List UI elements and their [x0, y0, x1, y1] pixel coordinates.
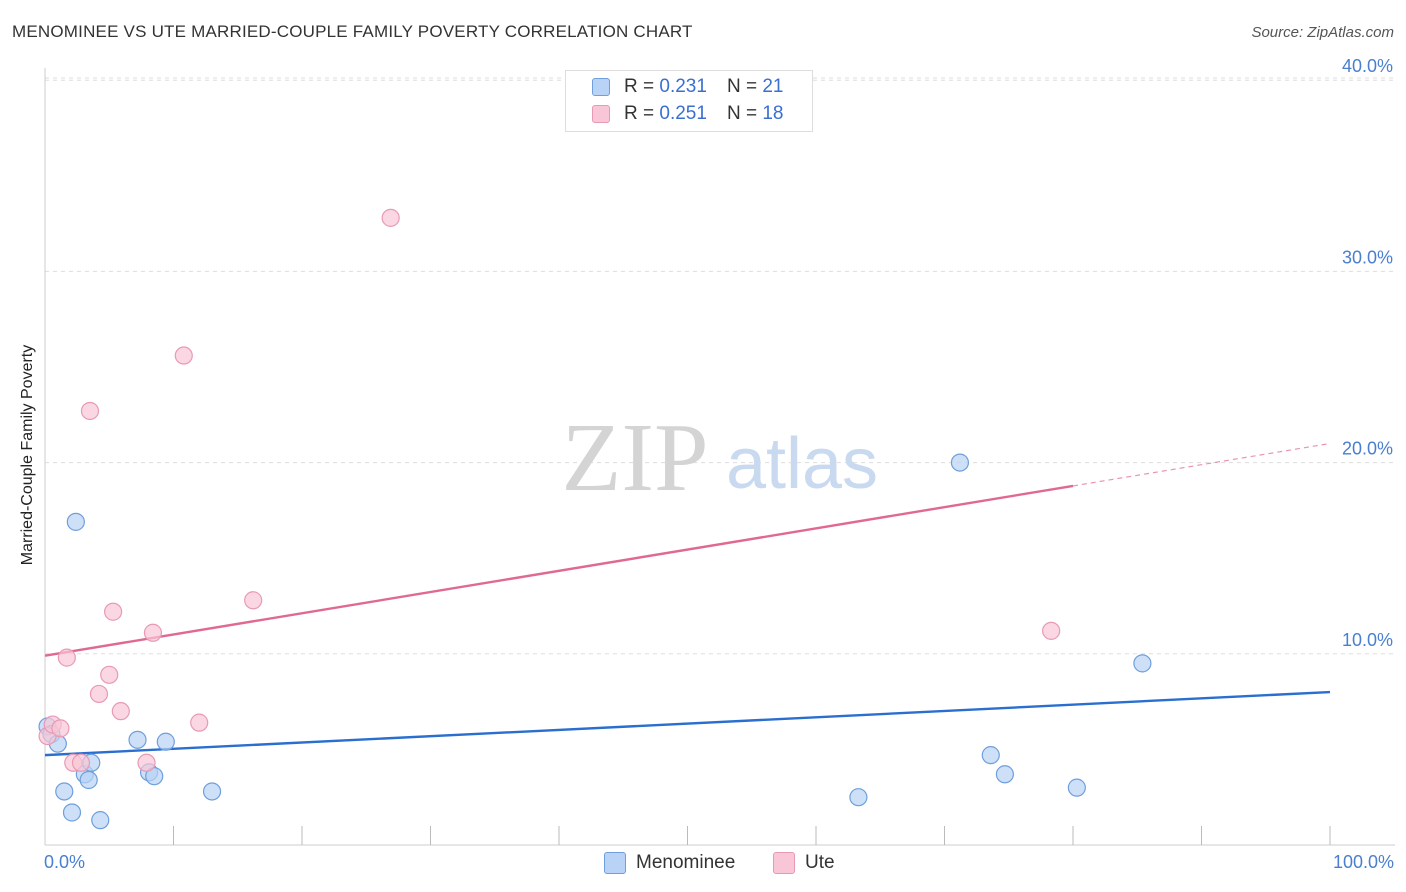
- ute-point: [104, 602, 123, 621]
- menominee-point: [79, 770, 98, 790]
- n-label: N =: [726, 76, 758, 97]
- r-label: R =: [624, 76, 655, 97]
- watermark-zip: ZIP: [562, 404, 709, 512]
- x-tick-max: 100.0%: [1332, 852, 1394, 872]
- ute-point: [381, 208, 400, 227]
- n-value: 21: [762, 76, 784, 97]
- ute-point: [143, 623, 163, 642]
- menominee-point: [145, 767, 164, 786]
- menominee-point: [995, 765, 1014, 784]
- y-tick-label: 20.0%: [1342, 439, 1393, 459]
- menominee-point: [62, 803, 82, 822]
- ute-point: [137, 753, 156, 772]
- watermark: ZIP atlas: [562, 404, 879, 512]
- axes: [44, 68, 1395, 846]
- ute-point: [1042, 621, 1061, 640]
- legend-row-menominee: R = 0.231 N = 21: [592, 75, 783, 99]
- menominee-trend-line: [44, 690, 1331, 757]
- y-tick-label: 10.0%: [1342, 630, 1393, 650]
- r-value: 0.231: [659, 76, 707, 97]
- x-tick-min: 0.0%: [44, 852, 86, 872]
- legend-row-ute: R = 0.251 N = 18: [592, 102, 783, 126]
- ute-point: [57, 648, 76, 667]
- ute-point: [71, 753, 91, 772]
- y-tick-label: 40.0%: [1342, 56, 1393, 76]
- series-legend: Menominee Ute: [0, 852, 1406, 878]
- n-label: N =: [726, 103, 758, 124]
- legend-item-menominee[interactable]: Menominee: [604, 852, 735, 874]
- gridlines: [45, 77, 1395, 655]
- menominee-legend-icon: [604, 852, 626, 874]
- stats-legend: R = 0.231 N = 21 R = 0.251 N = 18: [565, 70, 813, 132]
- y-tick-label: 30.0%: [1342, 247, 1393, 267]
- menominee-point: [1067, 778, 1086, 797]
- trend-lines: [44, 442, 1331, 757]
- r-label: R =: [624, 103, 655, 124]
- ute-legend-icon: [773, 852, 795, 874]
- data-points: [38, 208, 1152, 830]
- ute-point: [190, 713, 209, 732]
- menominee-point: [202, 782, 222, 801]
- menominee-point: [128, 730, 147, 749]
- ute-point: [100, 665, 119, 684]
- menominee-point: [1133, 654, 1152, 673]
- ute-trend-extension: [1072, 442, 1331, 487]
- menominee-point: [156, 732, 175, 751]
- legend-item-ute[interactable]: Ute: [773, 852, 835, 874]
- menominee-point: [849, 788, 868, 807]
- menominee-swatch-icon: [592, 78, 610, 96]
- ute-swatch-icon: [592, 105, 610, 123]
- menominee-point: [91, 811, 110, 830]
- r-value: 0.251: [659, 103, 707, 124]
- ute-point: [174, 346, 193, 365]
- n-value: 18: [762, 103, 784, 124]
- chart-title: MENOMINEE VS UTE MARRIED-COUPLE FAMILY P…: [12, 22, 693, 41]
- source-credit: Source: ZipAtlas.com: [1251, 24, 1394, 41]
- ute-point: [51, 719, 70, 738]
- ute-trend-line: [44, 484, 1074, 657]
- ute-point: [80, 401, 100, 421]
- menominee-point: [981, 746, 1000, 765]
- menominee-point: [66, 512, 85, 531]
- menominee-point: [55, 782, 74, 801]
- menominee-point: [950, 453, 970, 472]
- legend-label-ute: Ute: [805, 852, 835, 873]
- watermark-atlas: atlas: [726, 424, 878, 504]
- ute-point: [244, 591, 263, 610]
- ute-point: [89, 684, 109, 704]
- legend-label-menominee: Menominee: [636, 852, 736, 873]
- ute-point: [111, 702, 130, 721]
- y-tick-labels: 10.0% 20.0% 30.0% 40.0%: [1342, 56, 1393, 650]
